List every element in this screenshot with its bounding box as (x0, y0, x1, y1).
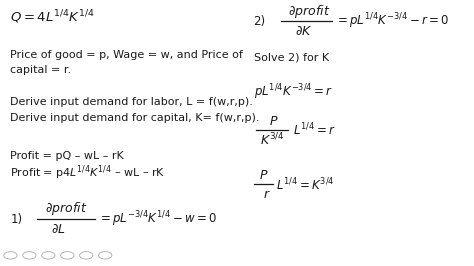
Text: $= pL^{1/4}K^{-3/4} - r = 0$: $= pL^{1/4}K^{-3/4} - r = 0$ (335, 11, 449, 31)
Text: $Q = 4L^{1/4}K^{1/4}$: $Q = 4L^{1/4}K^{1/4}$ (10, 9, 95, 26)
Text: 2): 2) (254, 15, 266, 28)
Text: $P$: $P$ (259, 169, 269, 182)
Text: $\partial profit$: $\partial profit$ (288, 3, 330, 20)
Text: capital = r.: capital = r. (10, 65, 72, 76)
Text: $\partial profit$: $\partial profit$ (45, 200, 87, 217)
Text: Profit = p4$L^{1/4}K^{1/4}$ – wL – rK: Profit = p4$L^{1/4}K^{1/4}$ – wL – rK (10, 164, 166, 182)
Text: $\partial L$: $\partial L$ (51, 223, 66, 236)
Text: $r$: $r$ (263, 188, 270, 201)
Text: $P$: $P$ (269, 115, 279, 127)
Text: Derive input demand for labor, L = f(w,r,p).: Derive input demand for labor, L = f(w,r… (10, 97, 253, 107)
Text: $pL^{1/4}K^{-3/4} = r$: $pL^{1/4}K^{-3/4} = r$ (254, 82, 333, 102)
Text: $L^{1/4} = r$: $L^{1/4} = r$ (293, 122, 336, 139)
Text: $\partial K$: $\partial K$ (295, 25, 312, 38)
Text: 1): 1) (10, 213, 23, 226)
Text: Profit = pQ – wL – rK: Profit = pQ – wL – rK (10, 151, 124, 161)
Text: $L^{1/4} = K^{3/4}$: $L^{1/4} = K^{3/4}$ (276, 177, 335, 193)
Text: Price of good = p, Wage = w, and Price of: Price of good = p, Wage = w, and Price o… (10, 49, 243, 60)
Text: Derive input demand for capital, K= f(w,r,p).: Derive input demand for capital, K= f(w,… (10, 113, 260, 123)
Text: $= pL^{-3/4}K^{1/4} - w = 0$: $= pL^{-3/4}K^{1/4} - w = 0$ (98, 210, 217, 229)
Text: $K^{3/4}$: $K^{3/4}$ (260, 131, 284, 148)
Text: Solve 2) for K: Solve 2) for K (254, 52, 328, 62)
